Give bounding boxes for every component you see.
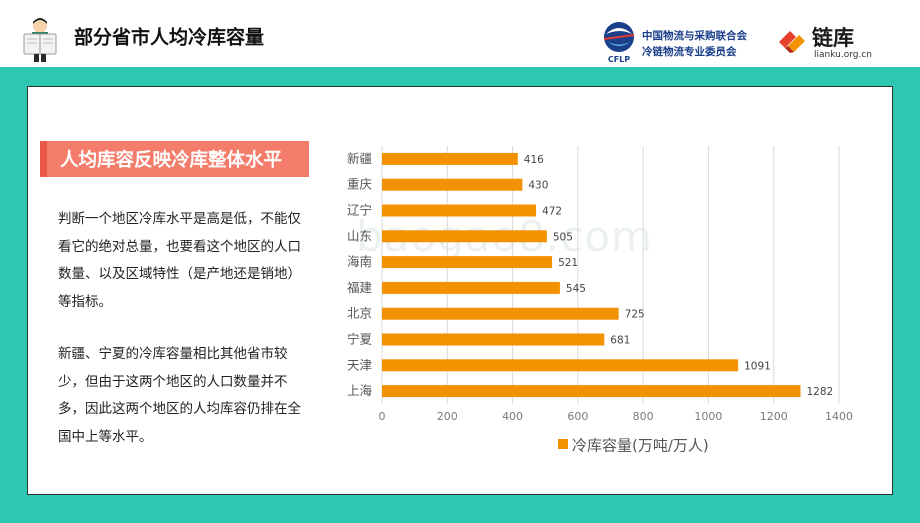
bar bbox=[382, 281, 560, 294]
x-tick-label: 400 bbox=[502, 410, 523, 423]
data-label: 681 bbox=[610, 335, 630, 347]
x-tick-label: 0 bbox=[379, 410, 386, 423]
cflp-name: 中国物流与采购联合会 冷链物流专业委员会 bbox=[642, 28, 747, 60]
lianku-logo-icon bbox=[779, 31, 805, 53]
paragraph-1: 判断一个地区冷库水平是高是低，不能仅看它的绝对总量，也要看这个地区的人口数量、以… bbox=[58, 211, 301, 310]
cflp-abbr: CFLP bbox=[608, 55, 630, 64]
data-label: 472 bbox=[542, 206, 562, 218]
cflp-name-line2: 冷链物流专业委员会 bbox=[642, 46, 737, 58]
legend-swatch bbox=[558, 439, 568, 449]
data-label: 1282 bbox=[806, 386, 833, 398]
data-label: 416 bbox=[524, 154, 544, 166]
header-divider bbox=[0, 67, 920, 72]
section-heading-box bbox=[40, 141, 309, 177]
category-label: 新疆 bbox=[347, 151, 372, 166]
reader-mascot-icon bbox=[23, 18, 57, 62]
header-bar bbox=[0, 0, 920, 68]
cflp-logo: CFLP bbox=[604, 22, 634, 64]
x-tick-label: 200 bbox=[437, 410, 458, 423]
x-tick-label: 600 bbox=[567, 410, 588, 423]
bar bbox=[382, 359, 739, 372]
category-label: 北京 bbox=[347, 306, 372, 321]
page-title: 部分省市人均冷库容量 bbox=[74, 26, 265, 49]
category-label: 上海 bbox=[347, 383, 373, 398]
x-tick-label: 800 bbox=[633, 410, 654, 423]
category-label: 辽宁 bbox=[347, 203, 372, 218]
data-label: 725 bbox=[625, 309, 645, 321]
bar bbox=[382, 307, 619, 320]
x-tick-label: 1200 bbox=[760, 410, 788, 423]
bar bbox=[382, 204, 537, 217]
lianku-url: lianku.org.cn bbox=[814, 50, 872, 60]
bar bbox=[382, 333, 605, 346]
category-label: 山东 bbox=[347, 228, 372, 243]
x-tick-label: 1400 bbox=[825, 410, 853, 423]
category-label: 宁夏 bbox=[347, 332, 373, 347]
x-tick-label: 1000 bbox=[694, 410, 722, 423]
data-label: 430 bbox=[528, 180, 548, 192]
category-label: 天津 bbox=[347, 357, 372, 372]
category-label: 海南 bbox=[347, 254, 372, 269]
data-label: 1091 bbox=[744, 360, 771, 372]
category-label: 福建 bbox=[347, 280, 373, 295]
bar bbox=[382, 230, 547, 243]
section-heading: 人均库容反映冷库整体水平 bbox=[60, 150, 283, 171]
paragraph-2: 新疆、宁夏的冷库容量相比其他省市较少，但由于这两个地区的人口数量并不多，因此这两… bbox=[58, 346, 301, 445]
bar bbox=[382, 178, 523, 191]
cflp-name-line1: 中国物流与采购联合会 bbox=[642, 30, 747, 42]
category-label: 重庆 bbox=[347, 177, 373, 192]
lianku-name: 链库 bbox=[812, 26, 854, 50]
bar bbox=[382, 385, 801, 398]
section-heading-accent bbox=[40, 141, 47, 177]
bar bbox=[382, 152, 518, 165]
data-label: 521 bbox=[558, 257, 578, 269]
data-label: 545 bbox=[566, 283, 586, 295]
data-label: 505 bbox=[553, 231, 573, 243]
legend-label: 冷库容量(万吨/万人) bbox=[572, 436, 709, 455]
bar bbox=[382, 256, 553, 269]
